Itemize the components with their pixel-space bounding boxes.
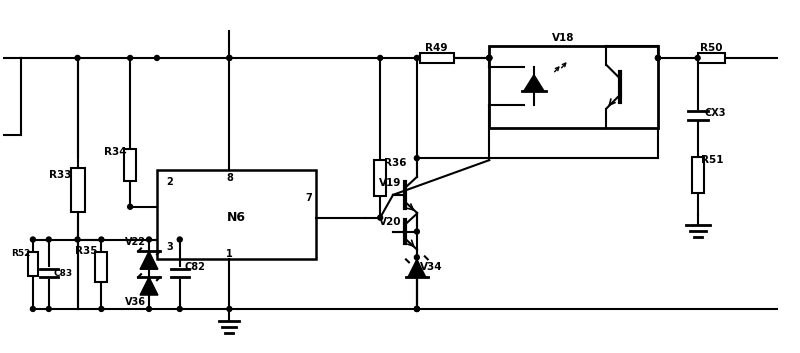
Text: 1: 1 (226, 249, 233, 259)
Text: V19: V19 (379, 178, 402, 188)
Circle shape (414, 229, 419, 234)
Text: R35: R35 (75, 246, 98, 256)
Text: V18: V18 (553, 33, 575, 43)
Circle shape (414, 156, 419, 161)
Bar (698, 53, 726, 63)
Circle shape (487, 55, 492, 60)
Circle shape (30, 306, 35, 311)
Text: 3: 3 (166, 243, 174, 252)
Circle shape (128, 204, 133, 209)
Circle shape (414, 306, 419, 311)
Circle shape (414, 306, 419, 311)
Polygon shape (140, 277, 158, 295)
Circle shape (378, 215, 382, 220)
Circle shape (227, 306, 232, 311)
Circle shape (128, 55, 133, 60)
Circle shape (378, 55, 382, 60)
Text: R33: R33 (50, 170, 72, 180)
Text: V36: V36 (125, 297, 146, 307)
Polygon shape (408, 259, 426, 277)
Circle shape (487, 55, 492, 60)
Bar (692, 157, 703, 193)
Text: R49: R49 (426, 43, 448, 53)
Circle shape (655, 55, 661, 60)
Circle shape (75, 55, 80, 60)
Text: R36: R36 (384, 158, 406, 168)
Text: R34: R34 (104, 147, 126, 157)
Bar (157, 170, 316, 259)
Bar (124, 149, 136, 181)
Text: R51: R51 (702, 155, 724, 165)
Text: R52: R52 (11, 249, 30, 258)
Circle shape (99, 237, 104, 242)
Text: V34: V34 (421, 262, 443, 272)
Bar (420, 53, 454, 63)
Circle shape (655, 55, 661, 60)
Circle shape (46, 237, 51, 242)
Circle shape (146, 237, 151, 242)
Text: CX3: CX3 (705, 108, 726, 119)
Text: C83: C83 (53, 269, 72, 278)
Text: N6: N6 (226, 211, 246, 224)
Circle shape (75, 237, 80, 242)
Circle shape (414, 55, 419, 60)
Polygon shape (524, 75, 544, 91)
Circle shape (99, 306, 104, 311)
Text: V20: V20 (379, 217, 402, 227)
Text: 2: 2 (166, 177, 174, 187)
Circle shape (178, 237, 182, 242)
Polygon shape (140, 251, 158, 269)
Text: 7: 7 (306, 193, 312, 203)
Text: R50: R50 (700, 43, 722, 53)
Circle shape (30, 237, 35, 242)
Circle shape (227, 55, 232, 60)
Bar (95, 252, 107, 282)
Circle shape (178, 306, 182, 311)
Bar (70, 168, 85, 212)
Circle shape (46, 306, 51, 311)
Text: C82: C82 (184, 262, 205, 272)
Circle shape (146, 306, 151, 311)
Text: 8: 8 (226, 173, 233, 183)
Text: V22: V22 (125, 238, 146, 247)
Circle shape (414, 255, 419, 260)
Bar (490, 46, 658, 128)
Bar (28, 252, 38, 276)
Circle shape (695, 55, 700, 60)
Circle shape (227, 55, 232, 60)
Circle shape (414, 306, 419, 311)
Circle shape (154, 55, 159, 60)
Bar (374, 160, 386, 196)
Circle shape (487, 55, 492, 60)
